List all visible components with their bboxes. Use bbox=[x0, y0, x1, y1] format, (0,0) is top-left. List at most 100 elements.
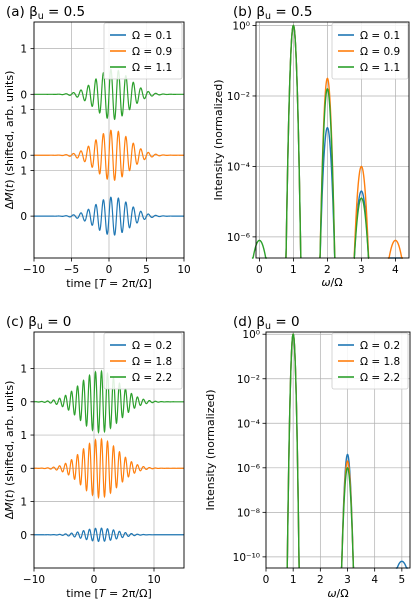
x-tick-label: −10 bbox=[23, 574, 45, 586]
x-tick-label: 1 bbox=[290, 574, 297, 586]
x-tick-label: 2 bbox=[324, 264, 331, 276]
spectral-peak bbox=[353, 197, 370, 259]
panel-d-xlabel: ω/Ω bbox=[327, 587, 348, 600]
x-tick-label: 10 bbox=[147, 574, 160, 586]
series-line bbox=[33, 437, 184, 500]
spectral-peak bbox=[353, 165, 370, 259]
series-line bbox=[34, 527, 184, 543]
panel-b-ylabel: Intensity (normalized) bbox=[212, 79, 225, 200]
legend-label: Ω = 2.2 bbox=[132, 372, 172, 384]
panel-b-legend: Ω = 0.1 Ω = 0.9 Ω = 1.1 bbox=[331, 22, 409, 80]
spectral-peak bbox=[395, 560, 408, 569]
y-tick-label: 0 bbox=[20, 211, 27, 223]
legend-box bbox=[331, 22, 409, 80]
spectral-peak bbox=[285, 24, 302, 259]
x-tick-label: 0 bbox=[256, 264, 263, 276]
x-tick-label: 0 bbox=[263, 574, 270, 586]
x-tick-label: 3 bbox=[344, 574, 351, 586]
x-tick-label: 0 bbox=[91, 574, 98, 586]
y-tick-label: 1 bbox=[20, 44, 27, 56]
x-tick-label: 4 bbox=[392, 264, 399, 276]
panel-d-legend: Ω = 0.2 Ω = 1.8 Ω = 2.2 bbox=[331, 332, 409, 390]
series-line bbox=[34, 129, 184, 182]
panel-b-ticks: 0 1 2 3 4 10⁰ 10⁻² 10⁻⁴ 10⁻⁶ bbox=[227, 21, 399, 276]
y-tick-label: 0 bbox=[20, 463, 27, 475]
x-tick-label: −10 bbox=[23, 264, 45, 276]
x-tick-label: 5 bbox=[143, 264, 150, 276]
x-tick-label: 2 bbox=[317, 574, 324, 586]
y-tick-label: 1 bbox=[20, 364, 27, 376]
x-tick-label: 5 bbox=[399, 574, 406, 586]
legend-label: Ω = 0.2 bbox=[360, 340, 400, 352]
panel-d-ticks: 0 1 2 3 4 5 10⁰ 10⁻² 10⁻⁴ 10⁻⁶ 10⁻⁸ 10⁻¹⁰ bbox=[233, 329, 406, 586]
panel-b-title: (b) βu = 0.5 bbox=[233, 4, 312, 22]
panel-c-title: (c) βu = 0 bbox=[6, 314, 71, 332]
panel-a-series bbox=[34, 68, 184, 236]
legend-box bbox=[103, 22, 183, 80]
y-tick-label: 10⁻⁶ bbox=[237, 463, 260, 475]
x-tick-label: 1 bbox=[290, 264, 297, 276]
legend-box bbox=[331, 332, 409, 390]
y-tick-label: 0 bbox=[20, 150, 27, 162]
y-tick-label: 10⁻⁴ bbox=[227, 161, 250, 173]
legend-label: Ω = 0.1 bbox=[132, 30, 172, 42]
y-tick-label: 10⁻² bbox=[237, 374, 260, 386]
y-tick-label: 10⁻² bbox=[227, 91, 250, 103]
spectral-peak bbox=[387, 239, 403, 259]
spectral-peak bbox=[319, 88, 336, 259]
legend-label: Ω = 1.1 bbox=[132, 62, 172, 74]
panel-b: (b) βu = 0.5 0 1 2 3 4 10⁰ 10⁻² 10⁻⁴ 10⁻⁶ ω/Ω In… bbox=[212, 4, 410, 289]
panel-c-legend: Ω = 0.2 Ω = 1.8 Ω = 2.2 bbox=[103, 332, 183, 390]
legend-label: Ω = 0.9 bbox=[132, 46, 172, 58]
legend-label: Ω = 0.9 bbox=[360, 46, 400, 58]
panel-c-ylabel: ΔM(t) (shifted, arb. units) bbox=[3, 381, 16, 520]
y-tick-label: 10⁻⁶ bbox=[227, 232, 250, 244]
panel-b-series bbox=[251, 24, 403, 259]
legend-box bbox=[103, 332, 183, 390]
panel-d-frame bbox=[265, 331, 411, 569]
panel-d-title: (d) βu = 0 bbox=[233, 314, 300, 332]
y-tick-label: 10⁰ bbox=[242, 329, 260, 341]
x-tick-label: 4 bbox=[371, 574, 378, 586]
panel-d-series bbox=[286, 333, 408, 569]
panel-d-ylabel: Intensity (normalized) bbox=[204, 389, 217, 510]
y-tick-label: 0 bbox=[20, 89, 27, 101]
panel-b-xlabel: ω/Ω bbox=[321, 276, 342, 289]
x-tick-label: 3 bbox=[358, 264, 365, 276]
series-line bbox=[34, 196, 184, 236]
spectral-peak bbox=[286, 333, 300, 569]
y-tick-label: 0 bbox=[20, 530, 27, 542]
series-line bbox=[33, 369, 184, 435]
y-tick-label: 0 bbox=[20, 397, 27, 409]
legend-label: Ω = 0.1 bbox=[360, 30, 400, 42]
legend-label: Ω = 1.1 bbox=[360, 62, 400, 74]
y-tick-label: 10⁰ bbox=[232, 21, 250, 33]
y-tick-label: 1 bbox=[20, 430, 27, 442]
legend-label: Ω = 1.8 bbox=[132, 356, 172, 368]
y-tick-label: 1 bbox=[20, 105, 27, 117]
panel-c-xlabel: time [T = 2π/Ω] bbox=[66, 587, 152, 600]
panel-a-legend: Ω = 0.1 Ω = 0.9 Ω = 1.1 bbox=[103, 22, 183, 80]
panel-c-series bbox=[33, 369, 184, 543]
y-tick-label: 1 bbox=[20, 165, 27, 177]
x-tick-label: 0 bbox=[106, 264, 113, 276]
y-tick-label: 1 bbox=[20, 497, 27, 509]
legend-label: Ω = 1.8 bbox=[360, 356, 400, 368]
x-tick-label: 10 bbox=[177, 264, 190, 276]
series-line bbox=[34, 68, 184, 121]
panel-a-xlabel: time [T = 2π/Ω] bbox=[66, 277, 152, 290]
y-tick-label: 10⁻⁴ bbox=[237, 418, 260, 430]
spectral-peak bbox=[251, 239, 267, 259]
panel-a-ylabel: ΔM(t) (shifted, arb. units) bbox=[3, 71, 16, 210]
panel-d: (d) βu = 0 0 1 2 3 4 5 10⁰ 10⁻² 10⁻⁴ 10⁻⁶ 10⁻⁸ 10⁻¹… bbox=[204, 314, 411, 600]
panel-b-frame bbox=[255, 21, 410, 259]
panel-c-frame bbox=[33, 331, 185, 569]
legend-label: Ω = 0.2 bbox=[132, 340, 172, 352]
legend-label: Ω = 2.2 bbox=[360, 372, 400, 384]
spectral-peak bbox=[340, 466, 355, 569]
